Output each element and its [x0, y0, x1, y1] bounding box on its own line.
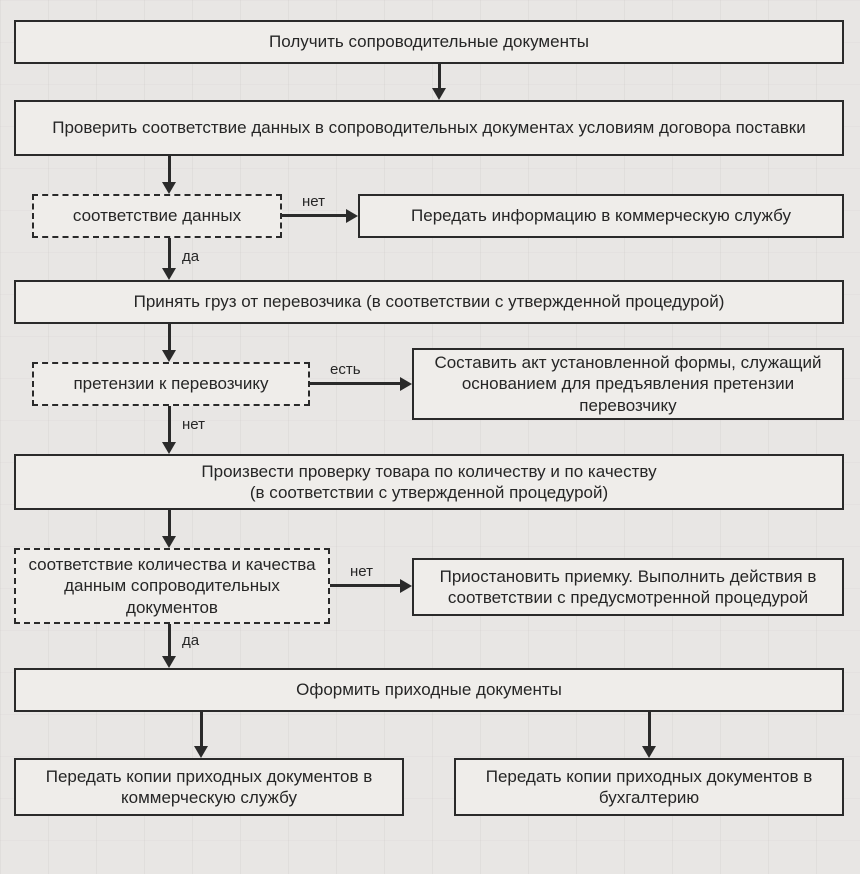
edge	[438, 64, 441, 88]
node-text: Передать информацию в коммерческую служб…	[411, 205, 791, 226]
edge-label-yes: да	[180, 248, 201, 265]
process-issue-receipt-docs: Оформить приходные документы	[14, 668, 844, 712]
edge-label-yes: да	[180, 632, 201, 649]
edge	[648, 712, 651, 746]
process-make-act: Составить акт установленной формы, служа…	[412, 348, 844, 420]
arrow-down-icon	[642, 746, 656, 758]
decision-carrier-claims: претензии к перевозчику	[32, 362, 310, 406]
edge-label-has: есть	[328, 361, 363, 378]
node-text: соответствие количества и качества данны…	[26, 554, 318, 618]
process-accept-cargo: Принять груз от перевозчика (в соответст…	[14, 280, 844, 324]
node-text: Передать копии приходных документов в ко…	[26, 766, 392, 809]
node-text: Проверить соответствие данных в сопровод…	[52, 117, 806, 138]
arrow-down-icon	[162, 536, 176, 548]
node-text: Получить сопроводительные документы	[269, 31, 589, 52]
edge	[168, 324, 171, 350]
decision-data-match: соответствие данных	[32, 194, 282, 238]
arrow-down-icon	[162, 442, 176, 454]
edge-label-no: нет	[180, 416, 207, 433]
node-text: претензии к перевозчику	[73, 373, 268, 394]
arrow-right-icon	[346, 209, 358, 223]
edge	[168, 406, 171, 442]
node-text: Составить акт установленной формы, служа…	[424, 352, 832, 416]
process-check-docs: Проверить соответствие данных в сопровод…	[14, 100, 844, 156]
edge	[200, 712, 203, 746]
process-notify-commercial: Передать информацию в коммерческую служб…	[358, 194, 844, 238]
node-text: (в соответствии с утвержденной процедуро…	[250, 482, 608, 503]
arrow-right-icon	[400, 377, 412, 391]
node-text: Принять груз от перевозчика (в соответст…	[134, 291, 725, 312]
edge-label-no: нет	[300, 193, 327, 210]
process-copies-accounting: Передать копии приходных документов в бу…	[454, 758, 844, 816]
edge	[168, 510, 171, 536]
edge	[330, 584, 400, 587]
arrow-down-icon	[162, 656, 176, 668]
node-text: соответствие данных	[73, 205, 241, 226]
arrow-down-icon	[194, 746, 208, 758]
process-get-docs: Получить сопроводительные документы	[14, 20, 844, 64]
process-copies-commercial: Передать копии приходных документов в ко…	[14, 758, 404, 816]
arrow-right-icon	[400, 579, 412, 593]
edge	[310, 382, 400, 385]
edge	[168, 624, 171, 656]
arrow-down-icon	[162, 268, 176, 280]
edge-label-no: нет	[348, 563, 375, 580]
edge	[168, 238, 171, 268]
process-suspend-acceptance: Приостановить приемку. Выполнить действи…	[412, 558, 844, 616]
arrow-down-icon	[432, 88, 446, 100]
arrow-down-icon	[162, 182, 176, 194]
arrow-down-icon	[162, 350, 176, 362]
decision-quantity-quality-match: соответствие количества и качества данны…	[14, 548, 330, 624]
node-text: Произвести проверку товара по количеству…	[201, 461, 656, 482]
edge	[282, 214, 346, 217]
node-text: Приостановить приемку. Выполнить действи…	[424, 566, 832, 609]
edge	[168, 156, 171, 182]
process-check-quantity-quality: Произвести проверку товара по количеству…	[14, 454, 844, 510]
node-text: Оформить приходные документы	[296, 679, 562, 700]
node-text: Передать копии приходных документов в бу…	[466, 766, 832, 809]
